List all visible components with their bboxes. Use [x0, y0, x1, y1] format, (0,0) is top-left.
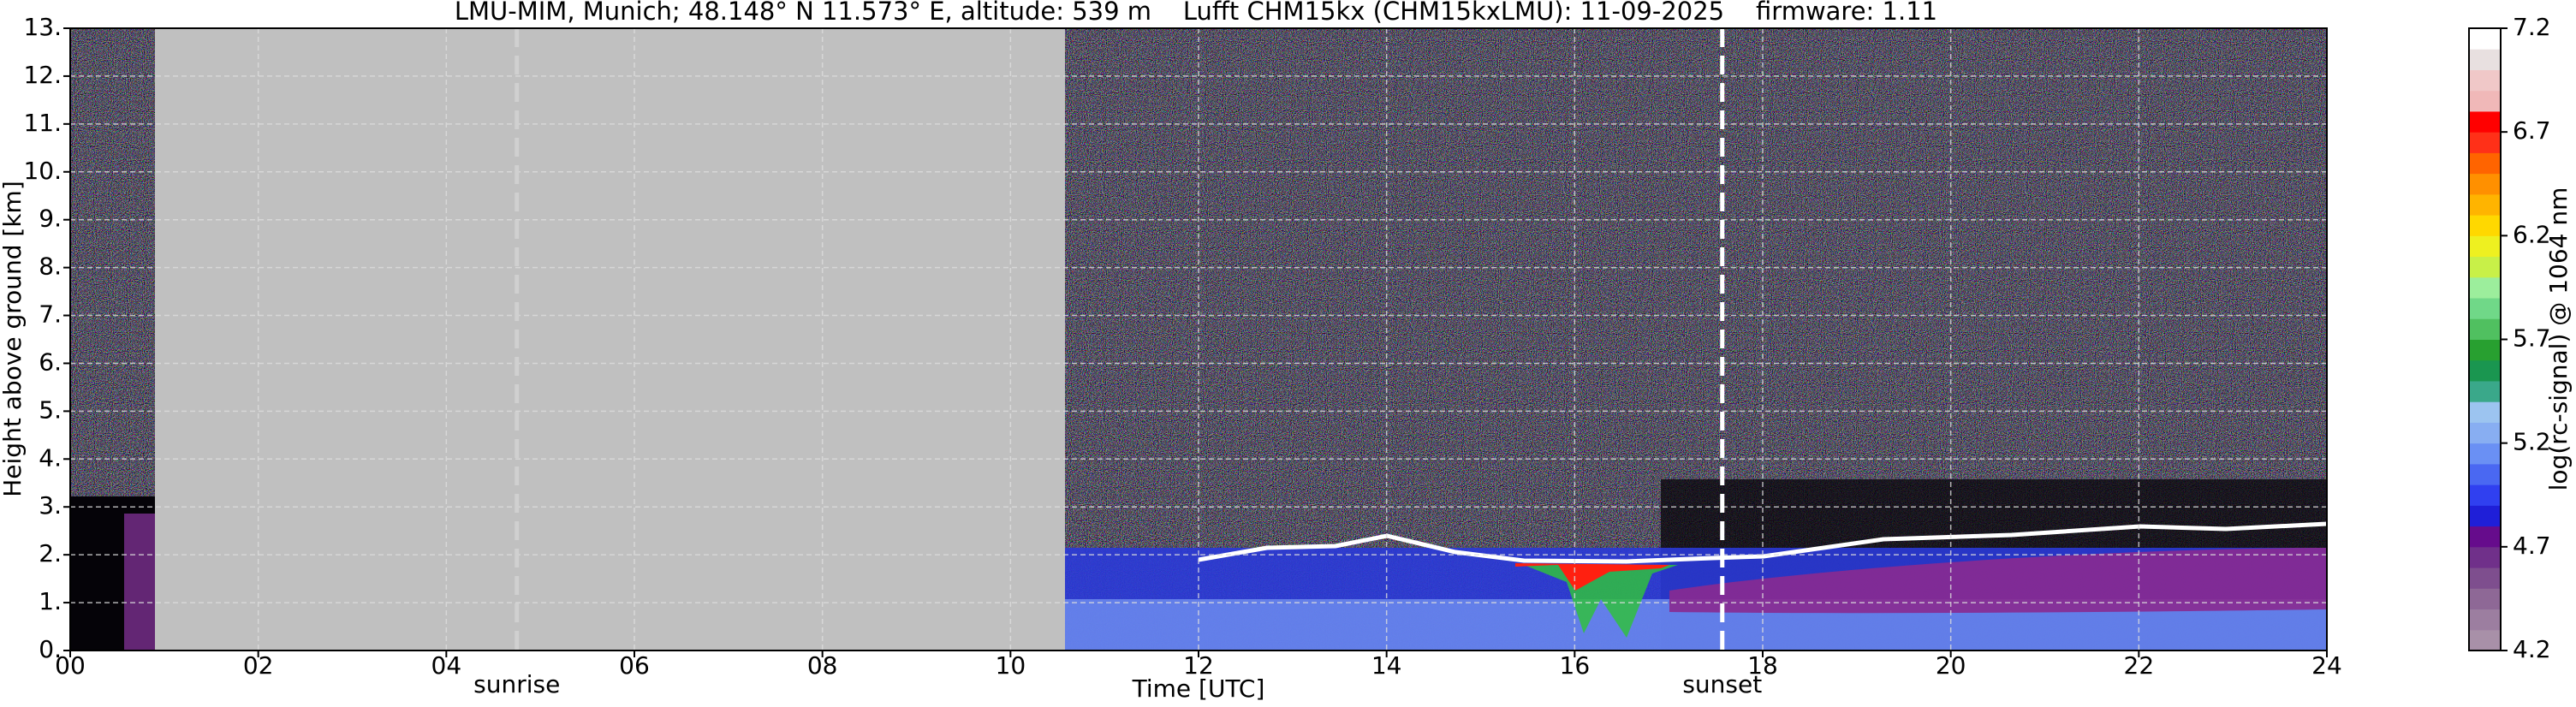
y-tick-label: 2.: [39, 539, 62, 567]
y-tick-label: 12.: [23, 61, 62, 89]
colorbar-band: [2469, 173, 2501, 195]
colorbar-band: [2469, 526, 2501, 548]
annotation-label: sunset: [1682, 670, 1762, 698]
x-tick-label: 14: [1371, 651, 1402, 680]
y-tick-label: 1.: [39, 587, 62, 615]
colorbar-band: [2469, 110, 2501, 133]
y-axis-label: Height above ground [km]: [0, 181, 27, 497]
colorbar-tick-label: 5.7: [2513, 324, 2551, 353]
x-tick-label: 20: [1936, 651, 1966, 680]
marks: [515, 28, 1725, 651]
colorbar-band: [2469, 339, 2501, 361]
colorbar-band: [2469, 359, 2501, 382]
x-tick-label: 10: [996, 651, 1026, 680]
colorbar-band: [2469, 380, 2501, 402]
colorbar-band: [2469, 443, 2501, 465]
colorbar-band: [2469, 256, 2501, 278]
colorbar-band: [2469, 193, 2501, 216]
annotation-label: sunrise: [473, 670, 560, 698]
colorbar-band: [2469, 609, 2501, 631]
x-tick-label: 12: [1183, 651, 1214, 680]
colorbar-band: [2469, 318, 2501, 340]
y-tick-label: 3.: [39, 491, 62, 520]
cloud-green: [1524, 565, 1678, 638]
colorbar-band: [2469, 152, 2501, 175]
colorbar-band: [2469, 69, 2501, 92]
x-tick-label: 24: [2311, 651, 2342, 680]
colorbar-band: [2469, 132, 2501, 153]
colorbar-tick-label: 4.2: [2513, 635, 2551, 663]
x-tick-label: 18: [1747, 651, 1778, 680]
colorbar-band: [2469, 567, 2501, 589]
grid: [69, 27, 2328, 651]
colorbar-band: [2469, 588, 2501, 610]
colorbar-band: [2469, 463, 2501, 485]
x-tick-label: 02: [243, 651, 274, 680]
residual-layer: [1669, 548, 2327, 614]
colorbar-band: [2469, 401, 2501, 423]
colorbar-band: [2469, 235, 2501, 258]
colorbar-band: [2469, 49, 2501, 70]
colorbar-label: log(rc-signal) @ 1064 nm: [2544, 187, 2573, 491]
colorbar-band: [2469, 484, 2501, 506]
colorbar-band: [2469, 546, 2501, 568]
colorbar-band: [2469, 28, 2501, 50]
x-tick-label: 16: [1560, 651, 1591, 680]
y-tick-label: 4.: [39, 443, 62, 472]
y-tick-label: 11.: [23, 109, 62, 137]
x-tick-label: 08: [807, 651, 838, 680]
y-tick-label: 8.: [39, 253, 62, 281]
x-tick-label: 06: [619, 651, 650, 680]
x-axis-label: Time [UTC]: [1132, 674, 1265, 703]
y-tick-label: 0.: [39, 635, 62, 663]
colorbar-tick-label: 4.7: [2513, 532, 2551, 560]
y-tick-label: 6.: [39, 348, 62, 376]
cloud-red: [1515, 563, 1669, 591]
colorbar-tick-label: 7.2: [2513, 13, 2551, 41]
x-tick-label: 04: [431, 651, 462, 680]
colorbar-tick-label: 6.2: [2513, 220, 2551, 248]
colorbar-tick-label: 5.2: [2513, 428, 2551, 456]
y-tick-label: 7.: [39, 300, 62, 329]
x-tick-label: 00: [55, 651, 86, 680]
colorbar-tick-label: 6.7: [2513, 116, 2551, 145]
colorbar-band: [2469, 215, 2501, 236]
y-tick-label: 13.: [23, 13, 62, 41]
chart-title: LMU-MIM, Munich; 48.148° N 11.573° E, al…: [455, 0, 1937, 26]
y-tick-label: 10.: [23, 157, 62, 185]
colorbar-band: [2469, 276, 2501, 299]
no-data: [155, 28, 1065, 651]
y-tick-label: 9.: [39, 205, 62, 233]
colorbar-band: [2469, 298, 2501, 319]
colorbar-band: [2469, 505, 2501, 527]
x-tick-label: 22: [2124, 651, 2155, 680]
colorbar-band: [2469, 422, 2501, 444]
colorbar-band: [2469, 629, 2501, 651]
y-tick-label: 5.: [39, 395, 62, 424]
colorbar-band: [2469, 90, 2501, 112]
layer-top: [1198, 521, 2328, 564]
early-layer: [124, 514, 155, 651]
